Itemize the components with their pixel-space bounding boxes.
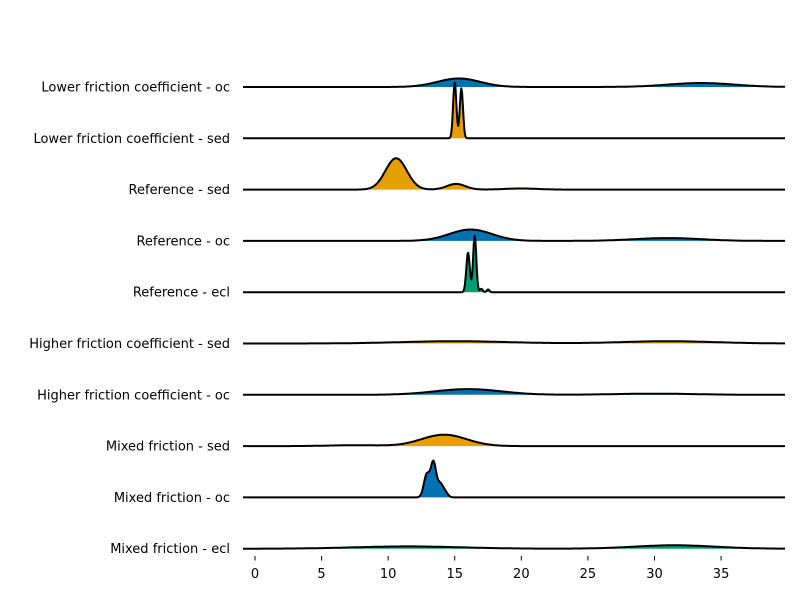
ridge-label-lower-friction-coefficient-oc: Lower friction coefficient - oc xyxy=(41,81,230,96)
ridge-label-higher-friction-coefficient-sed: Higher friction coefficient - sed xyxy=(29,337,230,352)
ridge-line-mixed-friction-ecl xyxy=(242,544,786,550)
ridge-reference-ecl: Reference - ecl xyxy=(133,234,786,301)
ridge-mixed-friction-oc: Mixed friction - oc xyxy=(114,459,786,506)
ridge-line-higher-friction-coefficient-oc xyxy=(242,388,786,396)
ridge-label-lower-friction-coefficient-sed: Lower friction coefficient - sed xyxy=(33,132,230,147)
x-tick-label: 20 xyxy=(513,567,530,582)
ridge-line-reference-oc xyxy=(242,228,786,242)
x-tick-label: 15 xyxy=(446,567,463,582)
ridge-label-mixed-friction-sed: Mixed friction - sed xyxy=(106,440,230,455)
ridge-fill-mixed-friction-sed xyxy=(243,434,785,447)
x-tick-label: 30 xyxy=(646,567,663,582)
ridge-fill-mixed-friction-oc xyxy=(243,460,785,498)
ridge-fill-higher-friction-coefficient-oc xyxy=(243,389,785,395)
ridge-lower-friction-coefficient-oc: Lower friction coefficient - oc xyxy=(41,77,786,96)
ridge-label-reference-oc: Reference - oc xyxy=(136,234,230,249)
ridge-label-mixed-friction-ecl: Mixed friction - ecl xyxy=(110,542,230,557)
ridge-label-higher-friction-coefficient-oc: Higher friction coefficient - oc xyxy=(37,388,230,403)
x-tick-label: 25 xyxy=(580,567,597,582)
ridge-line-reference-ecl xyxy=(242,234,786,294)
ridge-fill-reference-sed xyxy=(243,158,785,190)
ridge-label-reference-ecl: Reference - ecl xyxy=(133,286,230,301)
ridge-line-lower-friction-coefficient-sed xyxy=(242,81,786,140)
ridge-higher-friction-coefficient-sed: Higher friction coefficient - sed xyxy=(29,337,786,352)
ridge-reference-oc: Reference - oc xyxy=(136,228,786,249)
ridge-fill-reference-ecl xyxy=(243,235,785,293)
ridge-line-reference-sed xyxy=(242,157,786,191)
ridge-label-mixed-friction-oc: Mixed friction - oc xyxy=(114,491,230,506)
ridge-reference-sed: Reference - sed xyxy=(129,157,786,198)
ridge-line-mixed-friction-oc xyxy=(242,459,786,499)
ridges-group: Lower friction coefficient - oc Lower fri… xyxy=(29,77,786,557)
ridge-fill-lower-friction-coefficient-oc xyxy=(243,78,785,87)
ridge-lower-friction-coefficient-sed: Lower friction coefficient - sed xyxy=(33,81,786,147)
ridge-line-mixed-friction-sed xyxy=(242,433,786,448)
x-tick-label: 0 xyxy=(251,567,259,582)
ridge-label-reference-sed: Reference - sed xyxy=(129,183,230,198)
x-tick-label: 35 xyxy=(713,567,730,582)
ridge-mixed-friction-ecl: Mixed friction - ecl xyxy=(110,542,786,557)
x-tick-label: 5 xyxy=(317,567,325,582)
ridge-fill-lower-friction-coefficient-sed xyxy=(243,82,785,139)
ridge-higher-friction-coefficient-oc: Higher friction coefficient - oc xyxy=(37,388,786,403)
ridge-line-lower-friction-coefficient-oc xyxy=(242,77,786,88)
ridge-mixed-friction-sed: Mixed friction - sed xyxy=(106,433,786,455)
ridge-line-higher-friction-coefficient-sed xyxy=(242,340,786,345)
x-axis: 0 5 10 15 20 25 30 35 xyxy=(251,556,730,582)
x-tick-label: 10 xyxy=(380,567,397,582)
